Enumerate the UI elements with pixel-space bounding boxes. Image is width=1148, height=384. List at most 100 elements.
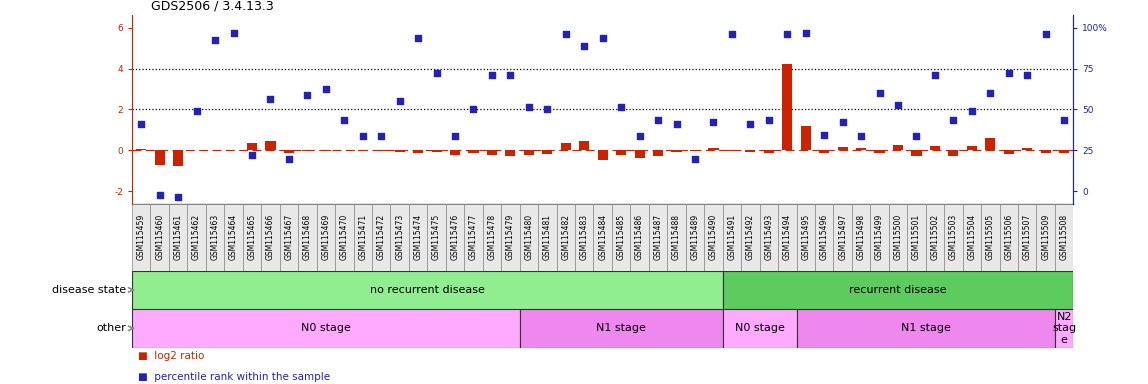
Bar (616, 151, 627, 156)
Bar (432, 151, 442, 152)
Point (205, 37, 224, 43)
Bar (354, 204, 372, 271)
Text: GSM115461: GSM115461 (173, 214, 183, 260)
Bar (132, 309, 520, 348)
Point (464, 106, 482, 113)
Bar (280, 204, 298, 271)
Point (723, 31, 742, 37)
Bar (505, 151, 515, 156)
Text: GSM115506: GSM115506 (1004, 214, 1014, 260)
Point (262, 96, 280, 102)
Bar (782, 65, 792, 151)
Text: GSM115499: GSM115499 (875, 214, 884, 260)
Text: GSM115480: GSM115480 (525, 214, 534, 260)
Bar (192, 149, 202, 151)
Bar (815, 204, 833, 271)
Bar (427, 204, 445, 271)
Text: GSM115459: GSM115459 (137, 214, 146, 260)
Bar (538, 204, 557, 271)
Point (298, 92, 317, 98)
Bar (760, 204, 778, 271)
Point (427, 70, 445, 76)
Text: GSM115501: GSM115501 (912, 214, 921, 260)
Text: N0 stage: N0 stage (301, 323, 351, 333)
Bar (948, 151, 959, 156)
Bar (390, 204, 409, 271)
Point (889, 102, 907, 108)
Bar (137, 149, 146, 151)
Bar (875, 151, 885, 153)
Text: GSM115466: GSM115466 (266, 214, 276, 260)
Text: GSM115484: GSM115484 (598, 214, 607, 260)
Point (317, 86, 335, 92)
Text: GSM115496: GSM115496 (820, 214, 829, 260)
Bar (1000, 204, 1018, 271)
Text: GSM115489: GSM115489 (690, 214, 699, 260)
Bar (482, 204, 502, 271)
Point (1000, 70, 1018, 76)
Point (815, 132, 833, 138)
Bar (594, 204, 612, 271)
Bar (580, 141, 589, 151)
Point (852, 133, 870, 139)
Bar (1037, 204, 1055, 271)
Text: GSM115495: GSM115495 (801, 214, 810, 260)
Point (760, 117, 778, 123)
Text: GSM115504: GSM115504 (968, 214, 976, 260)
Text: GSM115462: GSM115462 (192, 214, 201, 260)
Text: GSM115488: GSM115488 (672, 214, 681, 260)
Bar (228, 149, 239, 151)
Text: GSM115467: GSM115467 (285, 214, 294, 260)
Text: GSM115463: GSM115463 (210, 214, 219, 260)
Text: GSM115470: GSM115470 (340, 214, 349, 260)
Text: GSM115508: GSM115508 (1060, 214, 1069, 260)
Text: GSM115474: GSM115474 (413, 214, 422, 260)
Text: GSM115468: GSM115468 (303, 214, 312, 260)
Text: disease state: disease state (52, 285, 126, 295)
Bar (833, 204, 852, 271)
Point (1037, 31, 1055, 37)
Text: GSM115477: GSM115477 (470, 214, 478, 260)
Text: GSM115465: GSM115465 (248, 214, 256, 260)
Bar (778, 204, 797, 271)
Bar (870, 204, 889, 271)
Bar (224, 204, 242, 271)
Text: GDS2506 / 3.4.13.3: GDS2506 / 3.4.13.3 (150, 0, 273, 13)
Bar (298, 204, 317, 271)
Text: GSM115483: GSM115483 (580, 214, 589, 260)
Point (445, 133, 464, 139)
Point (870, 90, 889, 96)
Point (797, 30, 815, 36)
Point (557, 31, 575, 37)
Bar (852, 204, 870, 271)
Bar (985, 139, 995, 151)
Bar (925, 204, 944, 271)
Point (520, 104, 538, 111)
Text: GSM115507: GSM115507 (1023, 214, 1032, 260)
Point (390, 98, 409, 104)
Text: GSM115493: GSM115493 (765, 214, 774, 260)
Text: GSM115498: GSM115498 (856, 214, 866, 260)
Point (982, 90, 1000, 96)
Bar (838, 147, 847, 151)
Point (778, 31, 797, 37)
Bar (1055, 204, 1073, 271)
Bar (635, 151, 645, 158)
Point (1055, 117, 1073, 123)
Text: recurrent disease: recurrent disease (850, 285, 947, 295)
Bar (742, 204, 760, 271)
Bar (982, 204, 1000, 271)
Text: GSM115485: GSM115485 (616, 214, 626, 260)
Point (409, 35, 427, 41)
Bar (575, 204, 594, 271)
Bar (907, 204, 925, 271)
Bar (967, 146, 977, 151)
Point (502, 71, 520, 78)
Text: N0 stage: N0 stage (735, 323, 784, 333)
Point (907, 133, 925, 139)
Bar (667, 204, 685, 271)
Text: GSM115481: GSM115481 (543, 214, 552, 260)
Text: GSM115503: GSM115503 (949, 214, 957, 260)
Text: N2
stag
e: N2 stag e (1052, 312, 1076, 345)
Point (704, 119, 722, 125)
